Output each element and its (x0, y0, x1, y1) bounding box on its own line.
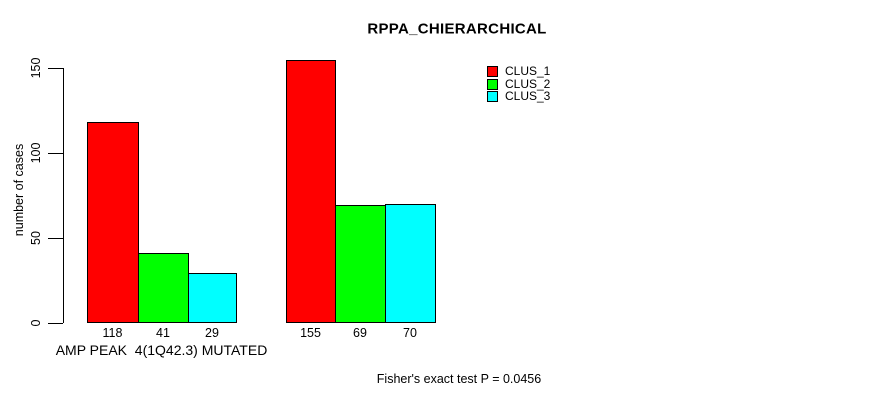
legend-label: CLUS_2 (505, 76, 551, 91)
bar-clus_1-group2 (286, 60, 336, 323)
bar-clus_1-group1 (87, 122, 139, 323)
y-tick-label: 50 (29, 231, 43, 245)
legend-swatch-clus_3 (487, 91, 498, 103)
legend-label: CLUS_3 (505, 89, 551, 104)
chart-title: RPPA_CHIERARCHICAL (367, 20, 547, 38)
y-tick (48, 238, 63, 239)
legend-label: CLUS_1 (505, 64, 551, 78)
y-tick (48, 323, 63, 324)
bar-clus_2-group2 (335, 205, 386, 323)
y-tick (48, 68, 63, 69)
bar-clus_3-group2 (385, 204, 436, 323)
y-tick (48, 153, 63, 154)
y-tick-label: 0 (29, 319, 43, 327)
bar-value-label: 41 (156, 326, 170, 340)
bar-value-label: 29 (205, 326, 219, 340)
y-tick-label: 100 (29, 142, 43, 164)
y-axis-line (63, 68, 64, 323)
annotation-fisher-test: Fisher's exact test P = 0.0456 (376, 372, 542, 386)
bar-value-label: 70 (403, 326, 417, 340)
legend-swatch-clus_2 (487, 78, 498, 90)
y-tick-label: 150 (29, 57, 43, 79)
legend-item-clus_1: CLUS_1 (487, 64, 551, 78)
bar-value-label: 69 (353, 326, 367, 340)
legend-item-clus_2: CLUS_2 (487, 76, 551, 91)
bar-value-label: 155 (300, 326, 321, 340)
legend-swatch-clus_1 (487, 66, 498, 77)
bar-value-label: 118 (102, 326, 123, 340)
bar-clus_2-group1 (138, 253, 189, 323)
legend-item-clus_3: CLUS_3 (487, 89, 551, 104)
bar-clus_3-group1 (188, 273, 237, 323)
x-group-label: AMP PEAK 4(1Q42.3) MUTATED (55, 342, 268, 358)
